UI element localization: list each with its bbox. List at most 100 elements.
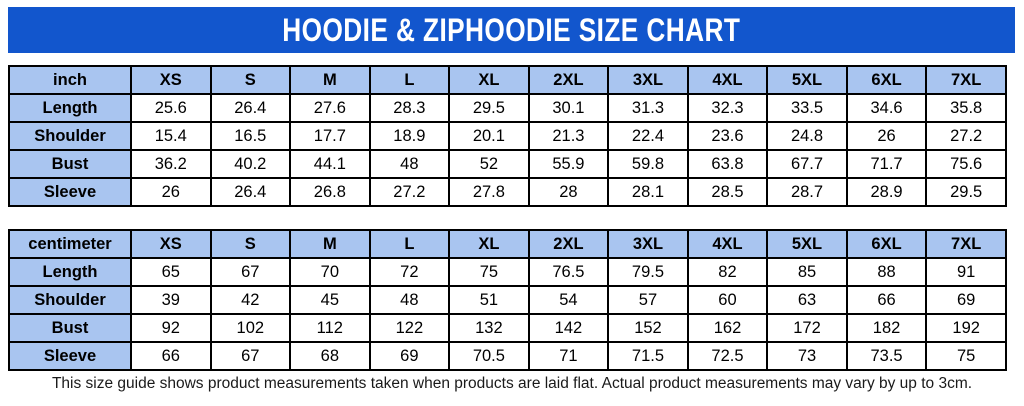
measurement-value: 27.8: [448, 177, 530, 207]
measurement-value: 92: [130, 313, 212, 343]
measurement-value: 55.9: [527, 149, 610, 179]
measurement-value: 192: [925, 313, 1007, 343]
measurement-value: 69: [368, 341, 451, 371]
size-col-header: XS: [130, 229, 212, 259]
size-col-header: M: [289, 65, 371, 95]
measurement-value: 39: [130, 285, 212, 315]
measurement-value: 29.5: [925, 177, 1007, 207]
size-col-header: 5XL: [766, 65, 848, 95]
measurement-row: Bust 92 102 112 122 132 142 152 162 172 182 192: [8, 313, 1007, 343]
measurement-value: 75.6: [925, 149, 1007, 179]
measurement-value: 75: [925, 341, 1007, 371]
measurement-value: 22.4: [607, 121, 689, 151]
measurement-value: 57: [607, 285, 689, 315]
measurement-value: 66: [845, 285, 928, 315]
unit-cell: centimeter: [8, 229, 132, 259]
measurement-disclaimer: This size guide shows product measuremen…: [51, 375, 973, 392]
measurement-label: Bust: [8, 149, 132, 179]
measurement-value: 42: [209, 285, 292, 315]
measurement-value: 25.6: [130, 93, 212, 123]
measurement-value: 17.7: [289, 121, 371, 151]
measurement-value: 31.3: [607, 93, 689, 123]
measurement-value: 51: [448, 285, 530, 315]
measurement-value: 91: [925, 257, 1007, 287]
measurement-value: 75: [448, 257, 530, 287]
measurement-value: 54: [527, 285, 610, 315]
measurement-value: 48: [368, 149, 451, 179]
size-col-header: L: [368, 65, 451, 95]
measurement-value: 28.9: [845, 177, 928, 207]
measurement-value: 70.5: [448, 341, 530, 371]
measurement-value: 21.3: [527, 121, 610, 151]
measurement-value: 48: [368, 285, 451, 315]
measurement-value: 26.8: [289, 177, 371, 207]
measurement-value: 112: [289, 313, 371, 343]
measurement-value: 27.2: [925, 121, 1007, 151]
measurement-value: 23.6: [686, 121, 769, 151]
unit-cell: inch: [8, 65, 132, 95]
measurement-value: 79.5: [607, 257, 689, 287]
measurement-label: Length: [8, 257, 132, 287]
measurement-value: 63: [766, 285, 848, 315]
measurement-value: 45: [289, 285, 371, 315]
size-col-header: XS: [130, 65, 212, 95]
measurement-value: 182: [845, 313, 928, 343]
size-col-header: 3XL: [607, 65, 689, 95]
measurement-value: 28.3: [368, 93, 451, 123]
size-col-header: S: [209, 65, 292, 95]
measurement-value: 26: [130, 177, 212, 207]
size-col-header: XL: [448, 65, 530, 95]
measurement-value: 72.5: [686, 341, 769, 371]
measurement-value: 59.8: [607, 149, 689, 179]
size-col-header: 7XL: [925, 229, 1007, 259]
measurement-value: 36.2: [130, 149, 212, 179]
measurement-value: 72: [368, 257, 451, 287]
measurement-value: 52: [448, 149, 530, 179]
size-col-header: 5XL: [766, 229, 848, 259]
size-col-header: 6XL: [845, 229, 928, 259]
centimeter-size-table: centimeter XS S M L XL 2XL 3XL 4XL 5XL 6XL 7XL Lengt…: [8, 229, 1007, 371]
measurement-value: 63.8: [686, 149, 769, 179]
measurement-value: 71: [527, 341, 610, 371]
measurement-value: 24.8: [766, 121, 848, 151]
measurement-value: 30.1: [527, 93, 610, 123]
measurement-value: 76.5: [527, 257, 610, 287]
size-col-header: 3XL: [607, 229, 689, 259]
measurement-value: 67: [209, 257, 292, 287]
measurement-value: 102: [209, 313, 292, 343]
page-title: HOODIE & ZIPHOODIE SIZE CHART: [282, 11, 741, 48]
measurement-value: 122: [368, 313, 451, 343]
size-col-header: 2XL: [527, 65, 610, 95]
measurement-value: 67.7: [766, 149, 848, 179]
measurement-value: 26.4: [209, 93, 292, 123]
size-col-header: L: [368, 229, 451, 259]
measurement-value: 44.1: [289, 149, 371, 179]
measurement-value: 18.9: [368, 121, 451, 151]
measurement-value: 142: [527, 313, 610, 343]
size-col-header: 4XL: [686, 229, 769, 259]
measurement-value: 71.7: [845, 149, 928, 179]
title-banner: HOODIE & ZIPHOODIE SIZE CHART: [8, 7, 1015, 53]
measurement-value: 28.1: [607, 177, 689, 207]
measurement-value: 65: [130, 257, 212, 287]
size-header-row: centimeter XS S M L XL 2XL 3XL 4XL 5XL 6XL 7XL: [8, 229, 1007, 259]
measurement-value: 33.5: [766, 93, 848, 123]
measurement-value: 162: [686, 313, 769, 343]
measurement-value: 88: [845, 257, 928, 287]
measurement-value: 28: [527, 177, 610, 207]
measurement-value: 66: [130, 341, 212, 371]
measurement-value: 28.7: [766, 177, 848, 207]
measurement-row: Length 25.6 26.4 27.6 28.3 29.5 30.1 31.3 32.3 33…: [8, 93, 1007, 123]
size-col-header: S: [209, 229, 292, 259]
measurement-value: 70: [289, 257, 371, 287]
measurement-value: 71.5: [607, 341, 689, 371]
measurement-row: Sleeve 26 26.4 26.8 27.2 27.8 28 28.1 28.5 28.7 28…: [8, 177, 1007, 207]
measurement-value: 34.6: [845, 93, 928, 123]
measurement-row: Shoulder 15.4 16.5 17.7 18.9 20.1 21.3 22.4 23.6…: [8, 121, 1007, 151]
measurement-value: 27.2: [368, 177, 451, 207]
measurement-value: 68: [289, 341, 371, 371]
size-col-header: 4XL: [686, 65, 769, 95]
measurement-value: 16.5: [209, 121, 292, 151]
size-col-header: 6XL: [845, 65, 928, 95]
